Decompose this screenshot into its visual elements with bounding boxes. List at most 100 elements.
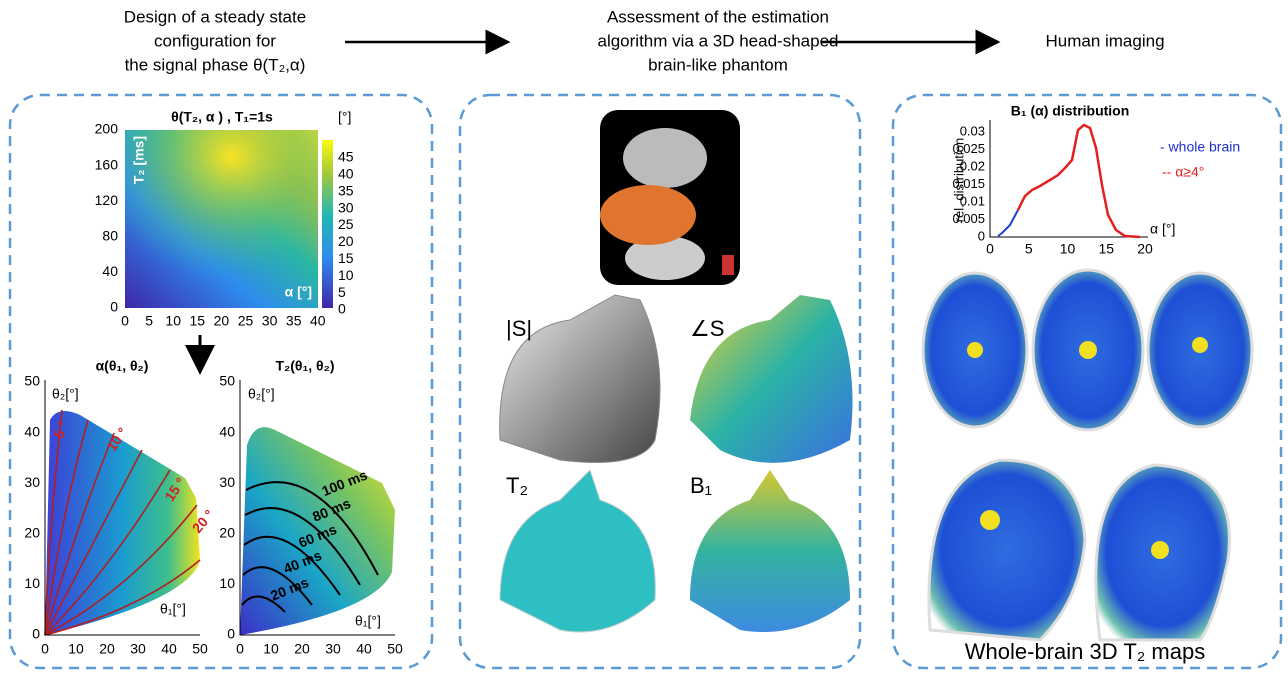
tick-label: 0 — [227, 626, 235, 642]
plot-title: θ(T₂, α ) , T₁=1s — [171, 109, 273, 125]
tick-label: 0 — [986, 241, 994, 257]
plot-title: α(θ₁, θ₂) — [96, 358, 149, 374]
tick-label: 20 — [338, 233, 354, 249]
tick-label: 40 — [310, 313, 326, 329]
tick-label: 40 — [356, 641, 372, 657]
plot-title: T₂(θ₁, θ₂) — [275, 358, 334, 374]
step-text: the signal phase θ(T₂,α) — [125, 55, 306, 74]
colorbar — [322, 140, 333, 308]
tick-label: 40 — [338, 166, 354, 182]
distribution-plot: B₁ (α) distribution rel. distribution α … — [951, 103, 1240, 237]
tick-label: 5 — [338, 284, 346, 300]
tick-label: 30 — [130, 641, 146, 657]
tick-label: 5 — [1025, 241, 1033, 257]
tick-label: 0 — [978, 228, 985, 243]
tick-label: 45 — [338, 149, 354, 165]
tick-label: 30 — [338, 199, 354, 215]
tick-label: 0 — [41, 641, 49, 657]
t2-map: T₂(θ₁, θ₂) θ₂[°] θ₁[°] — [240, 358, 395, 635]
tick-label: 15 — [1098, 241, 1114, 257]
tick-label: 10 — [338, 267, 354, 283]
tick-label: 20 — [219, 525, 235, 541]
image-label: ∠S — [690, 316, 724, 341]
tick-label: 50 — [387, 641, 403, 657]
caption: Whole-brain 3D T₂ maps — [965, 639, 1205, 664]
tick-label: 120 — [95, 192, 119, 208]
tick-label: 35 — [338, 182, 354, 198]
tick-label: 30 — [325, 641, 341, 657]
tick-label: 0 — [236, 641, 244, 657]
tick-label: 30 — [24, 474, 40, 490]
tick-label: 0.01 — [960, 193, 985, 208]
tick-label: 10 — [263, 641, 279, 657]
tick-label: 0.03 — [960, 123, 985, 138]
phantom-part — [722, 255, 734, 275]
tick-label: 10 — [68, 641, 84, 657]
b1-image — [690, 470, 850, 632]
tick-label: 10 — [1060, 241, 1076, 257]
region — [1079, 341, 1097, 359]
tick-label: 160 — [95, 156, 119, 172]
tick-label: 20 — [1137, 241, 1153, 257]
tick-label: 80 — [102, 228, 118, 244]
tick-label: 50 — [219, 373, 235, 389]
step-text: Human imaging — [1045, 31, 1164, 50]
step-text: algorithm via a 3D head-shaped — [598, 31, 839, 50]
axis-label: θ₂[°] — [52, 386, 79, 402]
tick-label: 10 — [219, 575, 235, 591]
tick-label: 35 — [286, 313, 302, 329]
step-text: Assessment of the estimation — [607, 7, 829, 26]
tick-label: 20 — [294, 641, 310, 657]
tick-label: 10 — [165, 313, 181, 329]
axis-label: θ₁[°] — [160, 601, 186, 617]
tick-label: 0 — [121, 313, 129, 329]
tick-label: 10 — [24, 575, 40, 591]
image-label: B₁ — [690, 473, 712, 498]
tick-label: 50 — [24, 373, 40, 389]
tick-label: 5 — [145, 313, 153, 329]
tick-label: 25 — [338, 216, 354, 232]
curve — [1018, 125, 1140, 237]
image-label: T₂ — [506, 473, 528, 498]
tick-label: 15 — [338, 250, 354, 266]
tick-label: 0.025 — [952, 141, 985, 156]
header: Design of a steady state configuration f… — [124, 7, 1165, 74]
region — [980, 510, 1000, 530]
region — [967, 342, 983, 358]
step-text: configuration for — [154, 31, 276, 50]
axis-label: α [°] — [1150, 221, 1175, 237]
legend-entry: - whole brain — [1160, 139, 1240, 155]
phantom-part — [623, 128, 707, 188]
tick-label: 20 — [99, 641, 115, 657]
axis-label: α [°] — [285, 284, 312, 300]
tick-label: 40 — [219, 423, 235, 439]
region — [1151, 541, 1169, 559]
figure: Design of a steady state configuration f… — [0, 0, 1288, 675]
step-text: brain-like phantom — [648, 55, 788, 74]
tick-label: 0.015 — [952, 176, 985, 191]
tick-label: 40 — [24, 423, 40, 439]
brain-slice — [929, 460, 1085, 640]
tick-label: 0 — [338, 301, 346, 317]
phantom-panel: |S| ∠S T₂ B₁ — [500, 110, 853, 632]
image-label: |S| — [506, 316, 532, 341]
tick-label: 0.005 — [952, 211, 985, 226]
region — [1192, 337, 1208, 353]
plot-title: B₁ (α) distribution — [1011, 103, 1130, 119]
tick-label: 40 — [102, 263, 118, 279]
tick-label: 30 — [262, 313, 278, 329]
axis-label: T₂ [ms] — [131, 136, 147, 184]
tick-label: 0 — [110, 299, 118, 315]
tick-label: 30 — [219, 474, 235, 490]
curve — [998, 210, 1018, 236]
tick-label: 15 — [190, 313, 206, 329]
tick-label: 20 — [24, 525, 40, 541]
phantom-part — [600, 185, 696, 245]
tick-label: 25 — [238, 313, 254, 329]
step-text: Design of a steady state — [124, 7, 306, 26]
axis-label: θ₂[°] — [248, 386, 275, 402]
axis-label: θ₁[°] — [355, 613, 381, 629]
heatmap-image — [125, 130, 318, 308]
tick-label: 200 — [95, 121, 119, 137]
tick-label: 20 — [214, 313, 230, 329]
